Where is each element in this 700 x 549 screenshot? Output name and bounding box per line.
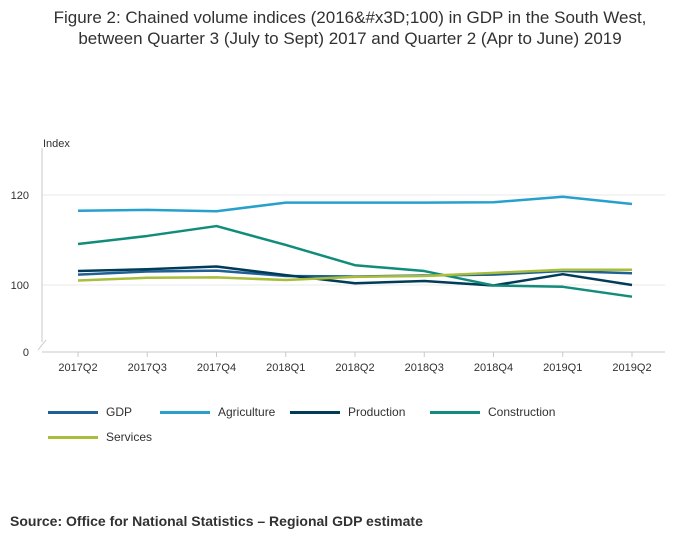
x-tick-label: 2018Q1: [266, 362, 305, 374]
legend-item-construction: Construction: [430, 405, 555, 419]
x-tick-label: 2017Q2: [58, 362, 97, 374]
series-line-production: [77, 265, 633, 287]
axis-break-icon: [37, 339, 47, 351]
x-tick-labels: 2017Q2 2017Q3 2017Q4 2018Q1 2018Q2 2018Q3 2018…: [58, 352, 652, 374]
series-line-agriculture: [77, 195, 633, 213]
series-lines: [77, 195, 633, 298]
legend-label: Services: [106, 430, 153, 444]
legend-swatch: [430, 410, 480, 414]
legend-item-services: Services: [48, 430, 152, 444]
x-tick-label: 2018Q4: [474, 362, 513, 374]
legend-label: Construction: [488, 405, 556, 419]
source-note: Source: Office for National Statistics –…: [10, 513, 423, 529]
series-line-services: [77, 268, 632, 282]
x-tick-label: 2018Q3: [405, 362, 444, 374]
legend-item-agriculture: Agriculture: [160, 405, 275, 419]
x-tick-label: 2019Q2: [612, 362, 651, 374]
gridlines: [42, 194, 665, 286]
series-line-construction: [77, 224, 633, 298]
chart-title: Figure 2: Chained volume indices (2016&#…: [53, 8, 647, 48]
y-tick-labels: 0 100 120: [11, 190, 29, 359]
legend-label: GDP: [106, 405, 133, 419]
legend-item-production: Production: [290, 405, 405, 419]
legend-swatch: [290, 410, 340, 414]
legend-swatch: [48, 435, 98, 439]
y-axis-label: Index: [43, 138, 70, 150]
y-tick-label: 120: [11, 190, 29, 202]
y-tick-label: 0: [23, 347, 29, 359]
x-tick-label: 2019Q1: [543, 362, 582, 374]
x-tick-label: 2018Q2: [335, 362, 374, 374]
legend-swatch: [160, 410, 210, 414]
x-tick-label: 2017Q4: [197, 362, 236, 374]
axes: [37, 148, 665, 353]
legend-label: Production: [348, 405, 406, 419]
y-tick-label: 100: [11, 280, 29, 292]
legend-label: Agriculture: [218, 405, 276, 419]
legend-swatch: [48, 410, 98, 414]
legend-item-gdp: GDP: [48, 405, 132, 419]
x-tick-label: 2017Q3: [128, 362, 167, 374]
